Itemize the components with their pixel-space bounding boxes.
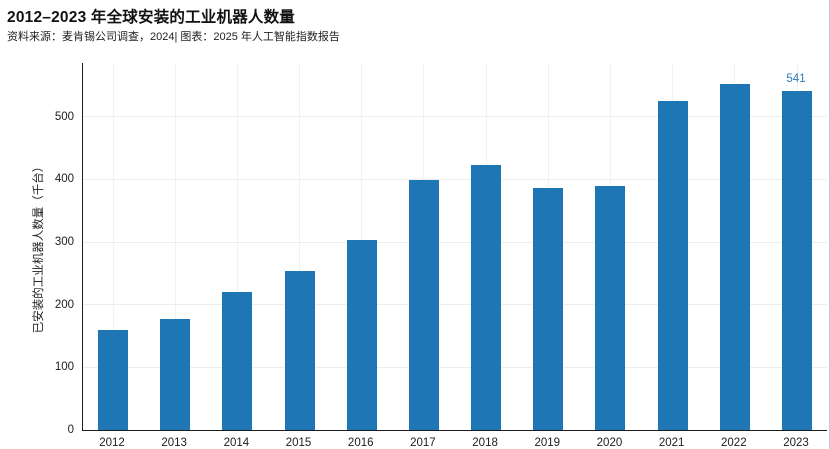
bar-2020 (595, 185, 626, 430)
bar-2023 (782, 91, 812, 430)
y-tick-500: 500 (54, 110, 74, 123)
v-gridline-2015 (299, 63, 301, 430)
x-tick-2018: 2018 (472, 437, 498, 449)
plot-area (82, 63, 827, 431)
chart-title: 2012–2023 年全球安装的工业机器人数量 (7, 9, 295, 26)
x-tick-2014: 2014 (223, 437, 250, 449)
bar-2013 (160, 318, 191, 430)
v-gridline-2012 (112, 63, 114, 430)
v-gridline-2013 (174, 63, 176, 430)
y-tick-200: 200 (54, 298, 74, 311)
x-tick-2023: 2023 (783, 437, 809, 449)
h-gridline-500 (83, 116, 827, 118)
h-gridline-200 (83, 304, 827, 306)
bar-2014 (222, 291, 253, 430)
bar-2012 (98, 330, 128, 430)
x-tick-2017: 2017 (410, 437, 436, 449)
x-tick-2019: 2019 (534, 437, 561, 449)
bar-2022 (719, 83, 750, 430)
bar-2021 (657, 100, 688, 430)
x-tick-2021: 2021 (658, 437, 685, 449)
bar-2016 (346, 239, 377, 430)
bar-2019 (533, 187, 564, 430)
x-tick-2020: 2020 (596, 437, 623, 449)
bar-2015 (284, 270, 315, 430)
chart-source-caption: 资料来源：麦肯锡公司调查，2024| 图表：2025 年人工智能指数报告 (7, 31, 340, 43)
y-tick-300: 300 (54, 236, 74, 249)
x-tick-2012: 2012 (99, 437, 125, 449)
y-tick-400: 400 (54, 173, 74, 186)
y-tick-0: 0 (67, 424, 74, 436)
bar-value-label-2023: 541 (786, 73, 806, 86)
h-gridline-300 (83, 241, 827, 243)
x-tick-2016: 2016 (347, 437, 374, 449)
bar-2018 (471, 165, 502, 430)
x-tick-2013: 2013 (161, 437, 187, 449)
bar-2017 (408, 179, 439, 430)
x-tick-2022: 2022 (721, 437, 747, 449)
h-gridline-100 (83, 366, 827, 368)
x-tick-2015: 2015 (285, 437, 312, 449)
v-gridline-2014 (236, 63, 238, 430)
h-gridline-400 (83, 179, 827, 180)
y-tick-100: 100 (54, 361, 74, 374)
